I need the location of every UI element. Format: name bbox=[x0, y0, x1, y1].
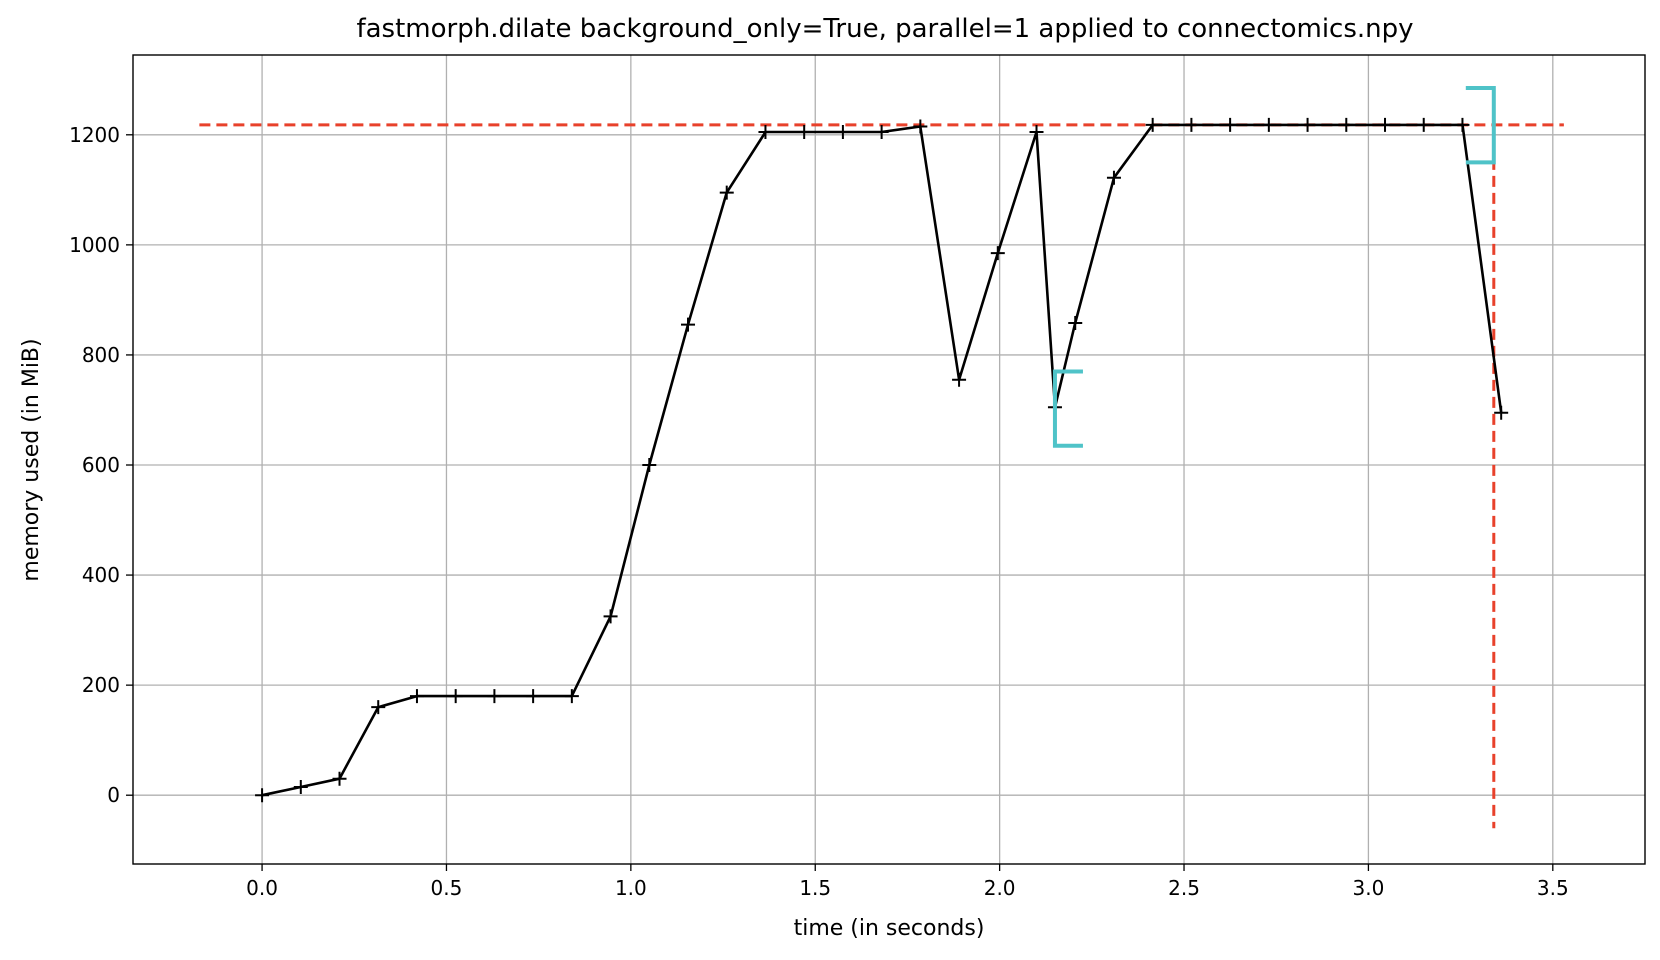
data-point bbox=[719, 185, 734, 200]
x-axis-label: time (in seconds) bbox=[794, 916, 985, 941]
data-point bbox=[1223, 117, 1238, 132]
y-tick-label: 200 bbox=[82, 673, 120, 697]
y-tick-label: 0 bbox=[107, 783, 120, 807]
x-tick-label: 2.0 bbox=[984, 876, 1016, 900]
data-point bbox=[758, 125, 773, 140]
data-point bbox=[409, 689, 424, 704]
y-tick-label: 600 bbox=[82, 453, 120, 477]
bracket-layer bbox=[1052, 86, 1496, 448]
data-point bbox=[564, 689, 579, 704]
bracket-marker bbox=[1052, 369, 1083, 448]
data-point bbox=[990, 246, 1005, 261]
data-point bbox=[952, 372, 967, 387]
data-point bbox=[913, 119, 928, 134]
data-point bbox=[526, 689, 541, 704]
grid bbox=[133, 55, 1645, 864]
plot-frame bbox=[132, 54, 1646, 865]
data-point bbox=[293, 779, 308, 794]
data-point bbox=[1145, 117, 1160, 132]
data-point bbox=[681, 317, 696, 332]
data-point bbox=[1339, 117, 1354, 132]
data-point bbox=[1494, 405, 1509, 420]
data-point bbox=[835, 125, 850, 140]
data-point bbox=[874, 125, 889, 140]
x-ticks: 0.0 0.5 1.0 1.5 2.0 2.5 3.0 3.5 bbox=[246, 864, 1569, 900]
data-point bbox=[1378, 117, 1393, 132]
x-tick-label: 0.0 bbox=[246, 876, 278, 900]
x-tick-label: 0.5 bbox=[431, 876, 463, 900]
data-point bbox=[371, 700, 386, 715]
x-tick-label: 3.0 bbox=[1353, 876, 1385, 900]
x-tick-label: 1.5 bbox=[799, 876, 831, 900]
data-point bbox=[255, 788, 270, 803]
data-point bbox=[642, 458, 657, 473]
reference-lines bbox=[199, 123, 1564, 829]
data-point bbox=[603, 609, 618, 624]
x-tick-label: 3.5 bbox=[1537, 876, 1569, 900]
data-point bbox=[1261, 117, 1276, 132]
x-tick-label: 2.5 bbox=[1168, 876, 1200, 900]
y-axis-label: memory used (in MiB) bbox=[19, 338, 44, 581]
data-point bbox=[1455, 117, 1470, 132]
data-point bbox=[1106, 170, 1121, 185]
y-tick-label: 1200 bbox=[69, 123, 120, 147]
y-tick-label: 1000 bbox=[69, 233, 120, 257]
bracket-marker bbox=[1465, 86, 1496, 165]
data-point bbox=[797, 125, 812, 140]
y-tick-label: 800 bbox=[82, 343, 120, 367]
data-point bbox=[1068, 316, 1083, 331]
data-point bbox=[1184, 117, 1199, 132]
chart-title: fastmorph.dilate background_only=True, p… bbox=[356, 14, 1413, 44]
data-point bbox=[1029, 125, 1044, 140]
x-tick-label: 1.0 bbox=[615, 876, 647, 900]
series-line bbox=[261, 123, 1503, 797]
series-layer bbox=[255, 117, 1509, 803]
data-point bbox=[1416, 117, 1431, 132]
y-ticks: 0 200 400 600 800 1000 1200 bbox=[69, 123, 133, 807]
data-point bbox=[332, 771, 347, 786]
y-tick-label: 400 bbox=[82, 563, 120, 587]
data-point bbox=[1300, 117, 1315, 132]
data-point bbox=[487, 689, 502, 704]
data-point bbox=[448, 689, 463, 704]
